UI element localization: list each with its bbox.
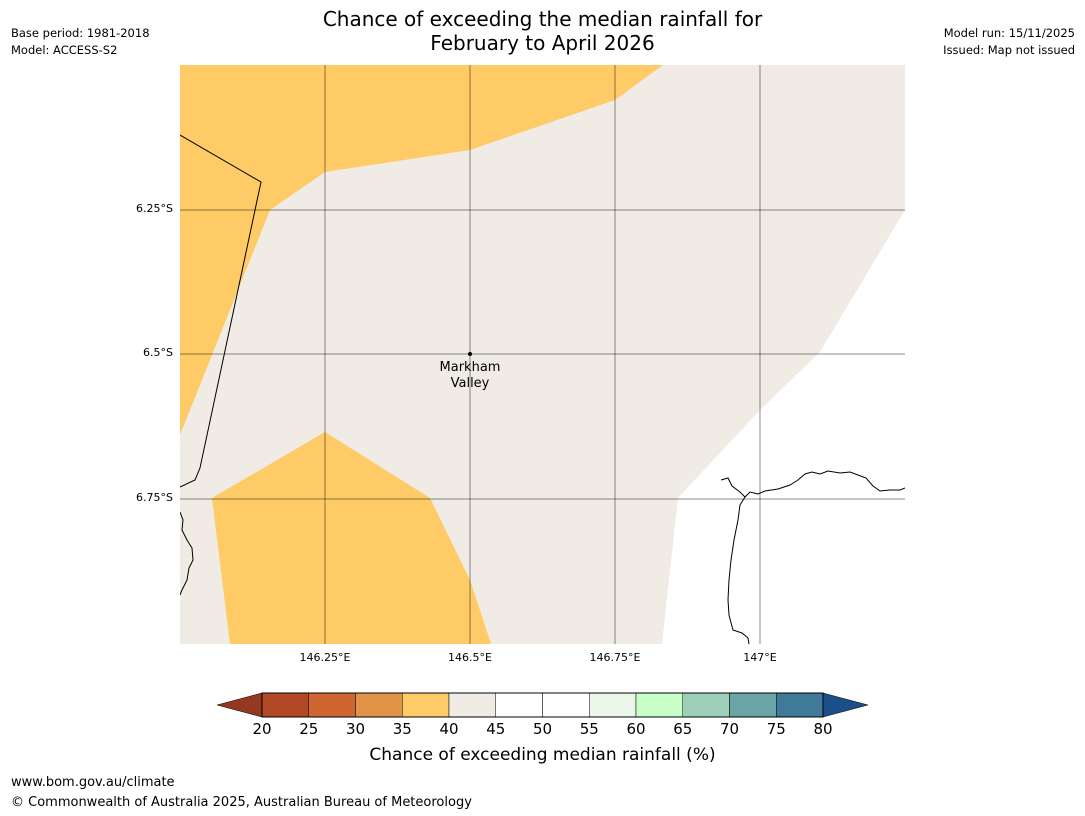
footer-url[interactable]: www.bom.gov.au/climate <box>11 775 175 790</box>
title-line-2: February to April 2026 <box>430 31 655 55</box>
longitude-label: 146.5°E <box>448 651 492 664</box>
colorbar-low-extend <box>216 692 263 718</box>
longitude-label: 147°E <box>743 651 777 664</box>
coastline-huon-gulf <box>720 470 905 498</box>
title-line-1: Chance of exceeding the median rainfall … <box>322 7 763 31</box>
colorbar-high-extend <box>822 692 869 718</box>
colorbar-tick-label: 75 <box>766 720 786 738</box>
latitude-label: 6.25°S <box>136 202 173 215</box>
coastline-west <box>180 511 194 596</box>
colorbar-tick-label: 65 <box>673 720 693 738</box>
colorbar-tick-label: 30 <box>345 720 366 738</box>
colorbar-cell <box>448 692 496 718</box>
place-name-line-1: Markham <box>439 360 501 375</box>
map-title: Chance of exceeding the median rainfall … <box>0 7 1085 55</box>
colorbar-tick-label: 60 <box>626 720 646 738</box>
colorbar-cell <box>589 692 637 718</box>
colorbar-cell <box>308 692 356 718</box>
place-label: Markham Valley <box>420 360 520 392</box>
colorbar-tick-label: 35 <box>392 720 412 738</box>
colorbar-tick-label: 45 <box>486 720 506 738</box>
colorbar <box>216 692 869 718</box>
coastline-peninsula <box>727 496 750 644</box>
colorbar-cell <box>495 692 543 718</box>
model-name: Model: ACCESS-S2 <box>11 43 118 57</box>
colorbar-cell <box>402 692 450 718</box>
probability-band-35-40-south <box>212 432 491 644</box>
issued-status: Issued: Map not issued <box>943 43 1075 57</box>
colorbar-tick-label: 20 <box>252 720 272 738</box>
latitude-label: 6.75°S <box>136 491 173 504</box>
colorbar-cell <box>261 692 309 718</box>
header-right-meta: Model run: 15/11/2025 Issued: Map not is… <box>943 25 1075 59</box>
colorbar-cell <box>635 692 683 718</box>
colorbar-cell <box>355 692 403 718</box>
town-marker-icon <box>468 352 472 356</box>
base-period: Base period: 1981-2018 <box>11 26 150 40</box>
colorbar-tick-label: 40 <box>439 720 459 738</box>
colorbar-tick-label: 70 <box>719 720 740 738</box>
colorbar-tick-label: 25 <box>299 720 319 738</box>
longitude-label: 146.25°E <box>299 651 351 664</box>
longitude-label: 146.75°E <box>589 651 641 664</box>
header-left-meta: Base period: 1981-2018 Model: ACCESS-S2 <box>11 25 150 59</box>
colorbar-label: Chance of exceeding median rainfall (%) <box>369 745 716 765</box>
colorbar-tick-label: 80 <box>813 720 833 738</box>
latitude-label: 6.5°S <box>143 346 173 359</box>
colorbar-cell <box>542 692 590 718</box>
colorbar-outline <box>261 692 824 718</box>
footer-copyright: © Commonwealth of Australia 2025, Austra… <box>11 795 472 810</box>
colorbar-cell <box>682 692 730 718</box>
probability-band-35-40-north <box>180 65 663 435</box>
place-name-line-2: Valley <box>450 376 490 391</box>
colorbar-cell <box>729 692 777 718</box>
colorbar-tick-label: 55 <box>579 720 599 738</box>
model-run: Model run: 15/11/2025 <box>943 26 1075 40</box>
colorbar-cell <box>776 692 824 718</box>
colorbar-tick-label: 50 <box>532 720 553 738</box>
province-border <box>180 134 262 488</box>
